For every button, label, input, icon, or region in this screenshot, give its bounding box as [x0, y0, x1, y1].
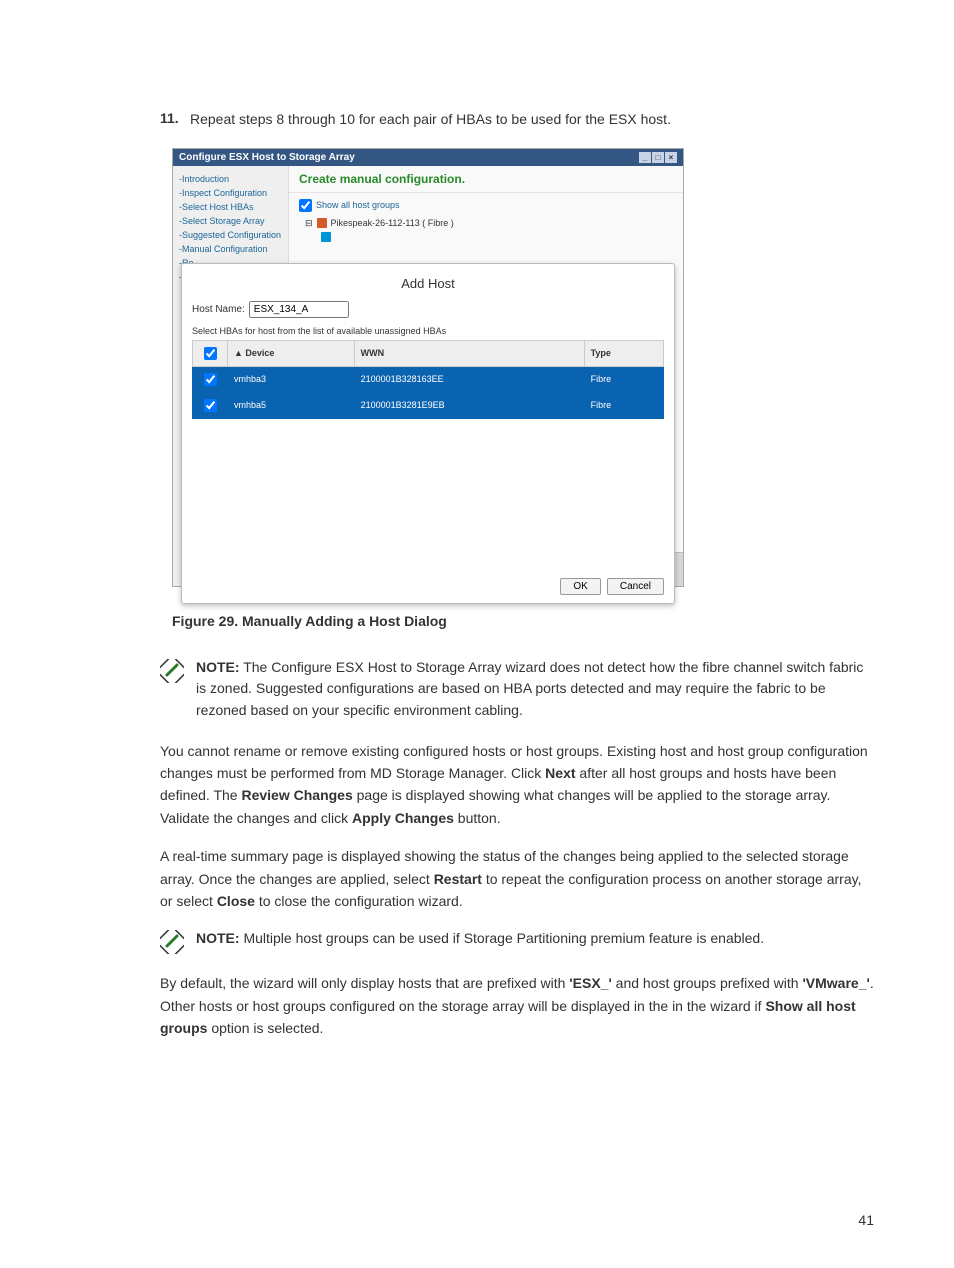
note-block-1: NOTE: The Configure ESX Host to Storage …	[160, 657, 874, 722]
paragraph-3: By default, the wizard will only display…	[160, 972, 874, 1039]
cell-wwn: 2100001B3281E9EB	[354, 392, 584, 418]
col-check[interactable]	[193, 340, 228, 366]
minimize-icon[interactable]: _	[639, 152, 651, 163]
col-wwn[interactable]: WWN	[354, 340, 584, 366]
show-all-host-groups-checkbox[interactable]: Show all host groups	[299, 199, 673, 212]
note-label: NOTE:	[196, 930, 240, 946]
window-controls[interactable]: _□×	[638, 152, 677, 163]
sidebar-item[interactable]: -Suggested Configuration	[177, 228, 284, 242]
close-icon[interactable]: ×	[665, 152, 677, 163]
tree-root[interactable]: ⊟ Pikespeak-26-112-113 ( Fibre )	[305, 218, 673, 229]
sidebar-item[interactable]: -Select Host HBAs	[177, 200, 284, 214]
dialog-title: Add Host	[192, 276, 664, 291]
cell-type: Fibre	[584, 366, 663, 392]
ok-button[interactable]: OK	[560, 578, 600, 595]
note-text: The Configure ESX Host to Storage Array …	[196, 659, 863, 718]
host-name-input[interactable]	[249, 301, 349, 318]
step-11: 11. Repeat steps 8 through 10 for each p…	[160, 110, 874, 130]
tree-root-label: Pikespeak-26-112-113 ( Fibre )	[331, 218, 454, 228]
content-heading: Create manual configuration.	[289, 166, 683, 193]
paragraph-1: You cannot rename or remove existing con…	[160, 740, 874, 830]
paragraph-2: A real-time summary page is displayed sh…	[160, 845, 874, 912]
table-header-row: ▲ Device WWN Type	[193, 340, 664, 366]
sidebar-item[interactable]: -Inspect Configuration	[177, 186, 284, 200]
cancel-button[interactable]: Cancel	[607, 578, 664, 595]
checkbox-input[interactable]	[299, 199, 312, 212]
note-label: NOTE:	[196, 659, 240, 675]
step-text: Repeat steps 8 through 10 for each pair …	[190, 110, 874, 130]
note-icon	[160, 930, 184, 954]
host-name-label: Host Name:	[192, 304, 245, 315]
table-row[interactable]: vmhba5 2100001B3281E9EB Fibre	[193, 392, 664, 418]
row-checkbox[interactable]	[204, 399, 217, 412]
cell-device: vmhba5	[228, 392, 355, 418]
hba-list-label: Select HBAs for host from the list of av…	[192, 326, 664, 336]
note-block-2: NOTE: Multiple host groups can be used i…	[160, 928, 874, 954]
hba-table: ▲ Device WWN Type vmhba3 2100001B328163E…	[192, 340, 664, 419]
window-titlebar: Configure ESX Host to Storage Array _□×	[173, 149, 683, 166]
tree-child[interactable]	[321, 232, 673, 242]
maximize-icon[interactable]: □	[652, 152, 664, 163]
col-type[interactable]: Type	[584, 340, 663, 366]
note-icon	[160, 659, 184, 683]
sidebar-item[interactable]: -Introduction	[177, 172, 284, 186]
figure-caption: Figure 29. Manually Adding a Host Dialog	[172, 613, 874, 629]
note-text: Multiple host groups can be used if Stor…	[240, 930, 765, 946]
cell-wwn: 2100001B328163EE	[354, 366, 584, 392]
add-host-dialog: Add Host Host Name: Select HBAs for host…	[181, 263, 675, 604]
host-icon	[321, 232, 331, 242]
table-row[interactable]: vmhba3 2100001B328163EE Fibre	[193, 366, 664, 392]
step-number: 11.	[160, 110, 190, 130]
window-title: Configure ESX Host to Storage Array	[179, 152, 355, 163]
screenshot-configure-esx: Configure ESX Host to Storage Array _□× …	[172, 148, 684, 587]
cell-device: vmhba3	[228, 366, 355, 392]
cell-type: Fibre	[584, 392, 663, 418]
col-device[interactable]: ▲ Device	[228, 340, 355, 366]
hostgroup-icon	[317, 218, 327, 228]
page-number: 41	[858, 1212, 874, 1228]
sidebar-item[interactable]: -Manual Configuration	[177, 242, 284, 256]
sidebar-item[interactable]: -Select Storage Array	[177, 214, 284, 228]
checkbox-label: Show all host groups	[316, 200, 400, 210]
row-checkbox[interactable]	[204, 373, 217, 386]
